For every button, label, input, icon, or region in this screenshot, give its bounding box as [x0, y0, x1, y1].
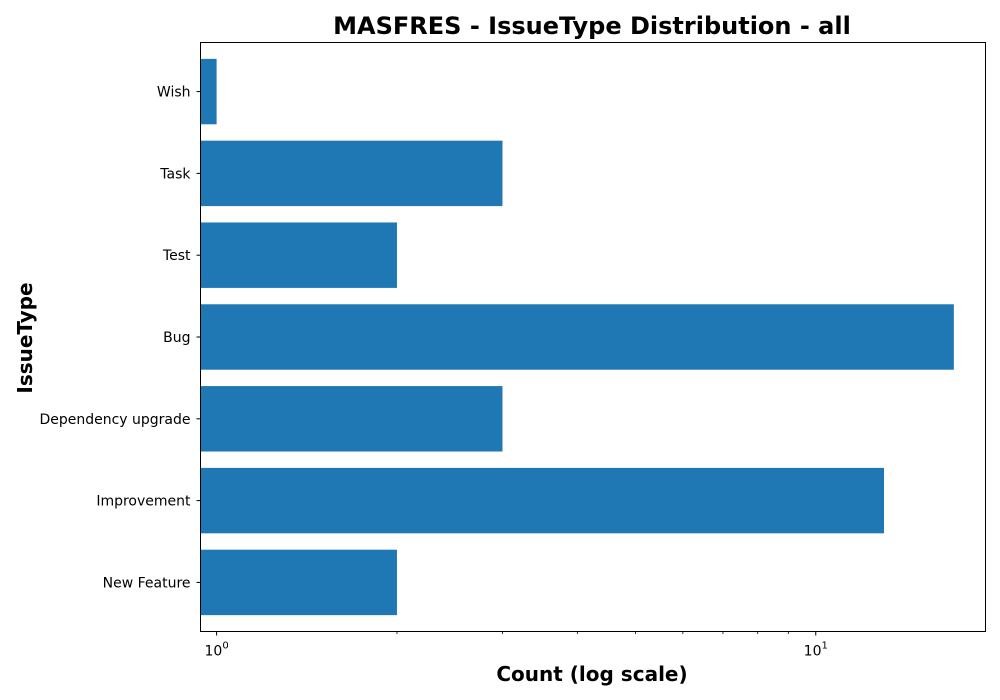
bar-wish: [200, 58, 217, 125]
x-tick-base: 10: [204, 644, 222, 660]
bars-group: [200, 58, 954, 616]
bar-bug: [200, 304, 954, 370]
y-tick-label: Improvement: [96, 494, 191, 510]
y-ticks: New Feature Improvement Dependency upgrade…: [39, 85, 201, 591]
x-tick-label: 101: [804, 641, 828, 660]
x-axis-label: Count (log scale): [496, 662, 687, 686]
y-tick-label: Bug: [163, 330, 190, 346]
x-tick-label: 100: [204, 641, 228, 660]
x-ticks: 100 101: [204, 631, 828, 660]
bar-task: [200, 140, 503, 207]
bar-improvement: [200, 467, 885, 534]
x-tick-exponent: 1: [821, 641, 827, 652]
y-tick-label: Dependency upgrade: [39, 412, 190, 428]
bar-new-feature: [200, 549, 397, 616]
x-tick-exponent: 0: [222, 641, 228, 652]
bar-test: [200, 222, 397, 288]
y-tick-label: Wish: [157, 85, 191, 101]
y-tick-label: New Feature: [103, 575, 191, 591]
bar-dependency-upgrade: [200, 386, 503, 452]
y-tick-label: Test: [162, 248, 191, 264]
x-tick-base: 10: [804, 644, 822, 660]
plot-frame: [200, 42, 986, 632]
chart-title: MASFRES - IssueType Distribution - all: [333, 12, 851, 40]
y-axis-label: IssueType: [13, 282, 37, 393]
y-tick-label: Task: [159, 166, 191, 182]
